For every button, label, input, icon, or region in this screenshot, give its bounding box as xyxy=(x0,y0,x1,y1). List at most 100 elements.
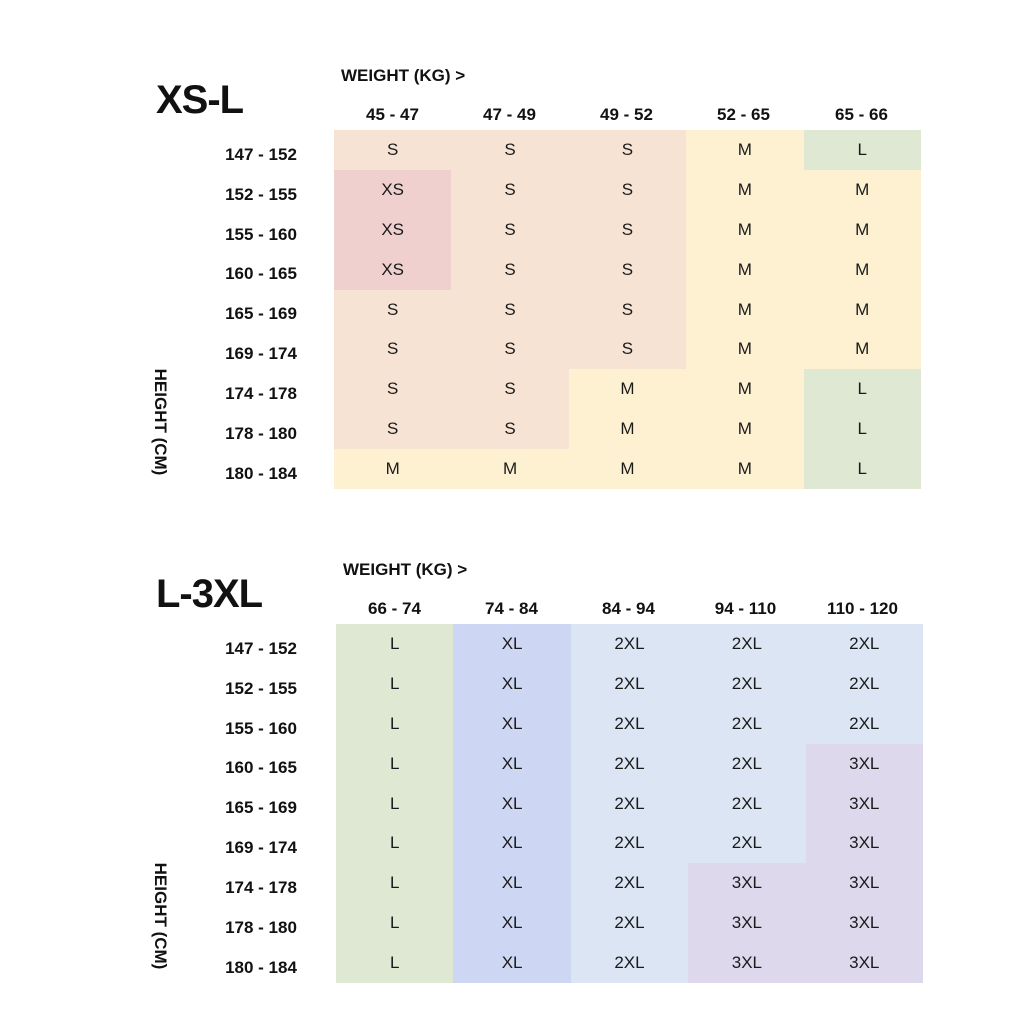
height-header: 160 - 165 xyxy=(225,264,297,283)
size-cell: M xyxy=(568,369,687,410)
size-cell: M xyxy=(803,209,921,250)
size-cell: 2XL xyxy=(805,703,923,744)
size-cell: S xyxy=(568,249,687,290)
size-grid: S S S M L XS S S M M XS S S M M XS S S M M S S S M M S S S M M S S M M L S S… xyxy=(334,130,921,490)
weight-header: 74 - 84 xyxy=(485,599,538,618)
size-cell: 3XL xyxy=(688,943,806,984)
size-cell: S xyxy=(334,289,452,330)
size-cell: 3XL xyxy=(688,903,806,944)
size-cell: M xyxy=(686,209,804,250)
size-chart-xs-l: XS-L WEIGHT (KG) > HEIGHT (CM) 45 - 47 4… xyxy=(151,66,921,490)
weight-header: 84 - 94 xyxy=(602,599,655,618)
size-cell: S xyxy=(334,369,452,410)
size-cell: 2XL xyxy=(570,663,689,704)
size-cell: S xyxy=(451,369,569,410)
size-cell: M xyxy=(686,369,804,410)
size-cell: M xyxy=(803,169,921,210)
size-cell: 3XL xyxy=(805,943,923,984)
size-cell: 2XL xyxy=(805,663,923,704)
chart-title: XS-L xyxy=(156,78,244,122)
size-cell: S xyxy=(568,130,687,170)
size-cell: 2XL xyxy=(688,703,806,744)
size-cell: 2XL xyxy=(688,624,806,664)
size-cell: 3XL xyxy=(805,743,923,784)
size-cell: M xyxy=(568,409,687,450)
height-header: 169 - 174 xyxy=(225,344,297,363)
weight-header: 47 - 49 xyxy=(483,105,536,124)
size-cell: L xyxy=(336,903,454,944)
size-cell: XS xyxy=(334,249,452,290)
height-header: 165 - 169 xyxy=(225,798,297,817)
size-cell: 2XL xyxy=(570,703,689,744)
chart-title: L-3XL xyxy=(156,572,263,616)
height-axis-label: HEIGHT (CM) xyxy=(151,368,170,476)
size-cell: 2XL xyxy=(570,823,689,864)
size-cell: M xyxy=(803,289,921,330)
weight-header: 110 - 120 xyxy=(827,599,898,618)
size-cell: L xyxy=(336,863,454,904)
size-cell: S xyxy=(451,130,569,170)
weight-axis-label: WEIGHT (KG) > xyxy=(343,560,468,579)
size-cell: M xyxy=(334,449,452,490)
size-cell: S xyxy=(451,409,569,450)
size-cell: S xyxy=(568,329,687,370)
size-cell: M xyxy=(451,449,569,490)
size-cell: 2XL xyxy=(688,783,806,824)
size-cell: 3XL xyxy=(805,823,923,864)
size-cell: M xyxy=(686,249,804,290)
size-cell: L xyxy=(336,943,454,984)
size-cell: 3XL xyxy=(688,863,806,904)
size-cell: XL xyxy=(453,703,571,744)
size-cell: S xyxy=(451,209,569,250)
size-cell: 2XL xyxy=(570,943,689,984)
size-cell: XL xyxy=(453,783,571,824)
height-header: 180 - 184 xyxy=(225,464,297,483)
size-cell: XL xyxy=(453,663,571,704)
height-header: 180 - 184 xyxy=(225,958,297,977)
size-cell: M xyxy=(686,449,804,490)
size-cell: 2XL xyxy=(570,743,689,784)
size-cell: L xyxy=(336,703,454,744)
size-cell: 2XL xyxy=(570,624,689,664)
size-cell: XL xyxy=(453,903,571,944)
height-header: 147 - 152 xyxy=(225,639,297,658)
size-cell: XL xyxy=(453,743,571,784)
size-cell: L xyxy=(803,409,921,450)
height-header: 155 - 160 xyxy=(225,225,297,244)
size-cell: 2XL xyxy=(805,624,923,664)
size-cell: XS xyxy=(334,169,452,210)
size-cell: M xyxy=(803,249,921,290)
size-cell: M xyxy=(686,329,804,370)
weight-header: 49 - 52 xyxy=(600,105,653,124)
size-chart-l-3xl: L-3XL WEIGHT (KG) > HEIGHT (CM) 66 - 74 … xyxy=(0,494,1024,1006)
weight-header: 66 - 74 xyxy=(368,599,421,618)
height-header: 178 - 180 xyxy=(225,424,297,443)
size-cell: 2XL xyxy=(688,743,806,784)
size-cell: 3XL xyxy=(805,783,923,824)
size-cell: 3XL xyxy=(805,863,923,904)
size-grid: L XL 2XL 2XL 2XL L XL 2XL 2XL 2XL L XL 2XL 2XL 2XL L XL 2… xyxy=(336,624,923,984)
size-cell: L xyxy=(336,743,454,784)
size-cell: S xyxy=(334,329,452,370)
size-cell: 2XL xyxy=(570,903,689,944)
size-cell: XS xyxy=(334,209,452,250)
size-cell: S xyxy=(451,249,569,290)
height-header: 160 - 165 xyxy=(225,758,297,777)
size-cell: 2XL xyxy=(570,783,689,824)
size-cell: S xyxy=(451,289,569,330)
size-cell: 2XL xyxy=(688,823,806,864)
weight-header: 45 - 47 xyxy=(366,105,419,124)
height-header: 174 - 178 xyxy=(225,384,297,403)
size-cell: XL xyxy=(453,624,571,664)
size-cell: L xyxy=(803,130,921,170)
size-cell: 2XL xyxy=(688,663,806,704)
size-cell: L xyxy=(336,663,454,704)
height-header: 147 - 152 xyxy=(225,145,297,164)
size-cell: L xyxy=(336,783,454,824)
size-cell: XL xyxy=(453,863,571,904)
size-cell: M xyxy=(686,130,804,170)
size-cell: 2XL xyxy=(570,863,689,904)
size-cell: 3XL xyxy=(805,903,923,944)
size-cell: M xyxy=(803,329,921,370)
size-cell: XL xyxy=(453,823,571,864)
